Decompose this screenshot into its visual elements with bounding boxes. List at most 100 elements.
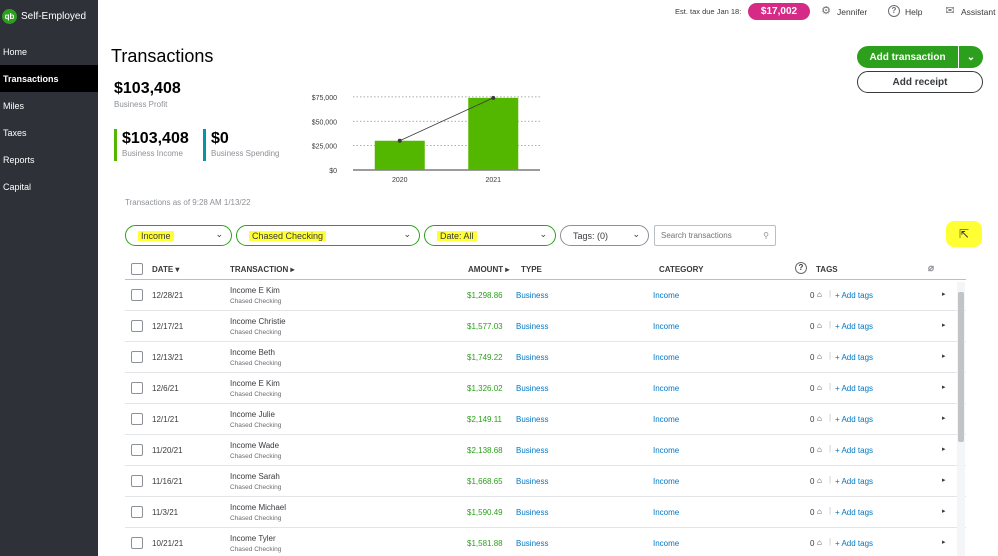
tag-icon: ⌂ [817, 445, 822, 454]
transaction-column-header[interactable]: TRANSACTION ▸ [230, 265, 295, 274]
chevron-right-icon[interactable]: ▸ [942, 353, 946, 360]
row-checkbox[interactable] [131, 289, 143, 301]
gear-icon[interactable]: ⚙ [821, 5, 831, 17]
chevron-right-icon[interactable]: ▸ [942, 384, 946, 391]
row-checkbox[interactable] [131, 413, 143, 425]
row-category[interactable]: Income [653, 508, 680, 517]
table-row[interactable]: 12/13/21 Income Beth Chased Checking $1,749… [125, 342, 966, 373]
sidebar-item-taxes[interactable]: Taxes [3, 127, 27, 138]
sidebar-item-transactions[interactable]: Transactions [0, 65, 98, 92]
row-category[interactable]: Income [653, 415, 680, 424]
row-category[interactable]: Income [653, 322, 680, 331]
chevron-right-icon[interactable]: ▸ [942, 446, 946, 453]
row-checkbox[interactable] [131, 537, 143, 549]
app-name: Self-Employed [21, 10, 87, 22]
table-row[interactable]: 11/3/21 Income Michael Chased Checking $1,5… [125, 497, 966, 528]
row-type[interactable]: Business [516, 477, 549, 486]
add-transaction-label[interactable]: Add transaction [857, 46, 959, 68]
type-filter[interactable]: Income ⌄ [125, 225, 232, 246]
chevron-right-icon[interactable]: ▸ [942, 291, 946, 298]
table-row[interactable]: 12/6/21 Income E Kim Chased Checking $1,326… [125, 373, 966, 404]
help-icon[interactable]: ? [888, 5, 900, 17]
row-type[interactable]: Business [516, 415, 549, 424]
type-column-header[interactable]: TYPE [521, 265, 542, 274]
scrollbar-thumb[interactable] [958, 292, 964, 442]
table-row[interactable]: 12/17/21 Income Christie Chased Checking $1… [125, 311, 966, 342]
chevron-right-icon[interactable]: ▸ [942, 322, 946, 329]
add-tags-link[interactable]: + Add tags [835, 508, 874, 517]
search-icon[interactable]: ⚲ [763, 231, 769, 240]
row-checkbox[interactable] [131, 444, 143, 456]
chat-icon[interactable]: ✉ [945, 5, 955, 17]
add-tags-link[interactable]: + Add tags [835, 291, 874, 300]
row-type[interactable]: Business [516, 322, 549, 331]
row-category[interactable]: Income [653, 539, 680, 548]
table-row[interactable]: 10/21/21 Income Tyler Chased Checking $1,58… [125, 528, 966, 556]
account-filter[interactable]: Chased Checking ⌄ [236, 225, 420, 246]
row-checkbox[interactable] [131, 320, 143, 332]
row-checkbox[interactable] [131, 351, 143, 363]
row-type[interactable]: Business [516, 446, 549, 455]
category-column-header[interactable]: CATEGORY [659, 265, 704, 274]
add-tags-link[interactable]: + Add tags [835, 353, 874, 362]
type-filter-value: Income [138, 230, 174, 241]
help-icon[interactable]: ? [795, 262, 807, 274]
add-tags-link[interactable]: + Add tags [835, 384, 874, 393]
sidebar-item-miles[interactable]: Miles [3, 100, 25, 111]
row-category[interactable]: Income [653, 477, 680, 486]
table-body: 12/28/21 Income E Kim Chased Checking $1,29… [125, 280, 966, 556]
chevron-down-icon[interactable]: ⌄ [966, 51, 976, 63]
select-all-checkbox[interactable] [131, 263, 143, 275]
business-spending-value: $0 [211, 130, 229, 147]
chevron-right-icon[interactable]: ▸ [942, 508, 946, 515]
sidebar-item-reports[interactable]: Reports [3, 154, 35, 165]
row-amount: $2,149.11 [467, 415, 502, 424]
row-checkbox[interactable] [131, 475, 143, 487]
row-checkbox[interactable] [131, 506, 143, 518]
row-category[interactable]: Income [653, 384, 680, 393]
search-box[interactable]: ⚲ [654, 225, 776, 246]
sidebar-item-home[interactable]: Home [3, 46, 28, 57]
row-category[interactable]: Income [653, 446, 680, 455]
add-tags-link[interactable]: + Add tags [835, 415, 874, 424]
add-receipt-button[interactable]: Add receipt [857, 71, 983, 93]
table-row[interactable]: 12/1/21 Income Julie Chased Checking $2,149… [125, 404, 966, 435]
assistant-link[interactable]: Assistant [961, 7, 996, 17]
row-category[interactable]: Income [653, 291, 680, 300]
date-column-header[interactable]: DATE ▾ [152, 265, 180, 274]
chevron-right-icon[interactable]: ▸ [942, 539, 946, 546]
paperclip-icon[interactable]: ⌀ [928, 263, 935, 274]
table-row[interactable]: 12/28/21 Income E Kim Chased Checking $1,29… [125, 280, 966, 311]
row-type[interactable]: Business [516, 508, 549, 517]
tags-column-header: TAGS [816, 265, 838, 274]
tax-due-badge[interactable]: $17,002 [748, 3, 810, 20]
row-account: Chased Checking [230, 453, 282, 460]
sidebar-item-capital[interactable]: Capital [3, 181, 32, 192]
add-tags-link[interactable]: + Add tags [835, 539, 874, 548]
brand[interactable]: qb Self-Employed [0, 0, 98, 32]
search-input[interactable] [661, 231, 756, 240]
tags-filter[interactable]: Tags: (0) ⌄ [560, 225, 649, 246]
row-type[interactable]: Business [516, 353, 549, 362]
row-checkbox[interactable] [131, 382, 143, 394]
table-row[interactable]: 11/20/21 Income Wade Chased Checking $2,138… [125, 435, 966, 466]
row-type[interactable]: Business [516, 291, 549, 300]
date-filter[interactable]: Date: All ⌄ [424, 225, 556, 246]
add-tags-link[interactable]: + Add tags [835, 446, 874, 455]
chevron-right-icon[interactable]: ▸ [942, 415, 946, 422]
export-icon[interactable]: ⇱ [946, 221, 982, 247]
add-tags-link[interactable]: + Add tags [835, 477, 874, 486]
table-row[interactable]: 11/16/21 Income Sarah Chased Checking $1,66… [125, 466, 966, 497]
add-tags-link[interactable]: + Add tags [835, 322, 874, 331]
table-scrollbar[interactable] [957, 282, 965, 556]
add-transaction-button[interactable]: Add transaction ⌄ [857, 46, 983, 68]
amount-column-header[interactable]: AMOUNT ▸ [468, 265, 510, 274]
chevron-right-icon[interactable]: ▸ [942, 477, 946, 484]
row-type[interactable]: Business [516, 539, 549, 548]
user-menu[interactable]: Jennifer [837, 7, 868, 17]
row-category[interactable]: Income [653, 353, 680, 362]
row-type[interactable]: Business [516, 384, 549, 393]
income-chart: $0 $25,000 $50,000 $75,000 2020 2021 [312, 95, 540, 184]
row-tag-count: 0 [810, 539, 815, 548]
help-link[interactable]: Help [905, 7, 923, 17]
